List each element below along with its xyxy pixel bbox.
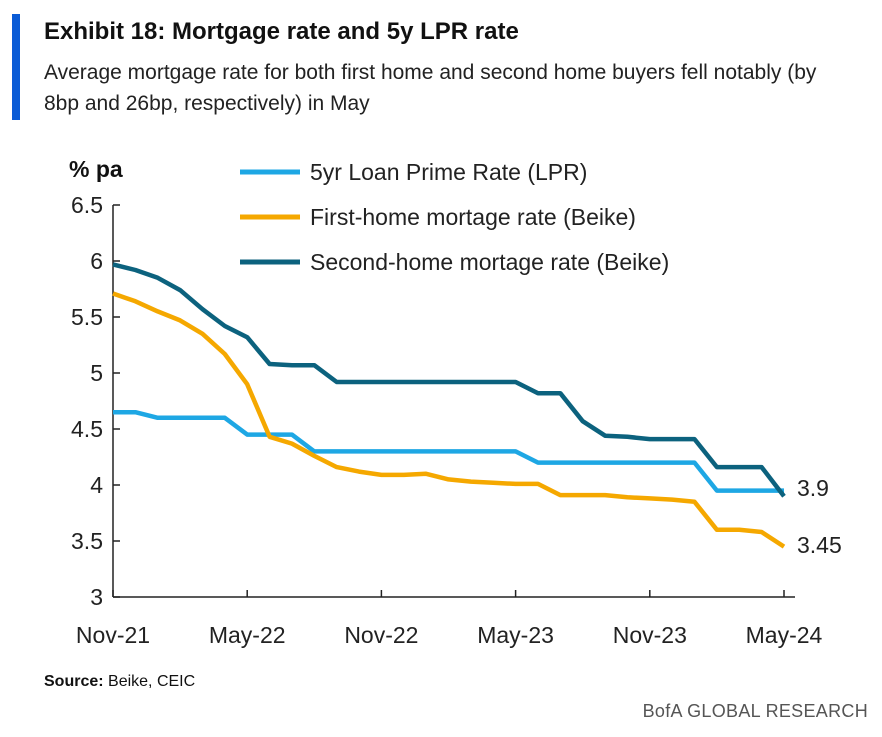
end-value-labels: 3.9 3.45 — [797, 475, 842, 558]
x-tick-label: Nov-21 — [76, 622, 150, 648]
x-tick-label: May-24 — [746, 622, 823, 648]
end-value-label: 3.45 — [797, 532, 842, 558]
y-tick-label: 5.5 — [71, 304, 103, 330]
series-line-3 — [112, 262, 786, 498]
y-axis-ticks: 3 3.5 4 4.5 5 5.5 6 6.5 — [71, 192, 120, 610]
y-tick-label: 5 — [90, 360, 103, 386]
brand-footer: BofA GLOBAL RESEARCH — [642, 701, 868, 721]
x-tick-label: Nov-23 — [613, 622, 687, 648]
y-tick-label: 4.5 — [71, 416, 103, 442]
end-value-label: 3.9 — [797, 475, 829, 501]
exhibit-title: Exhibit 18: Mortgage rate and 5y LPR rat… — [44, 18, 519, 45]
y-tick-label: 3 — [90, 584, 103, 610]
source-note: Source: Beike, CEIC — [44, 673, 195, 691]
y-tick-label: 6 — [90, 248, 103, 274]
series-line-1 — [113, 409, 784, 493]
x-axis-ticks: Nov-21 May-22 Nov-22 May-23 Nov-23 May-24 — [76, 590, 823, 648]
series-lines — [112, 262, 786, 549]
series-line-2 — [112, 291, 786, 549]
chart-legend: 5yr Loan Prime Rate (LPR) First-home mort… — [240, 159, 669, 275]
y-tick-label: 3.5 — [71, 528, 103, 554]
exhibit-subtitle: Average mortgage rate for both first hom… — [44, 61, 817, 115]
source-label: Source: — [44, 673, 104, 690]
x-tick-label: May-23 — [477, 622, 554, 648]
legend-label: 5yr Loan Prime Rate (LPR) — [310, 159, 587, 185]
source-text: Beike, CEIC — [103, 673, 196, 690]
y-tick-label: 4 — [90, 472, 103, 498]
legend-label: Second-home mortage rate (Beike) — [310, 249, 669, 275]
y-axis-label: % pa — [69, 156, 123, 182]
exhibit-accent-bar — [12, 14, 20, 120]
y-tick-label: 6.5 — [71, 192, 103, 218]
x-tick-label: Nov-22 — [344, 622, 418, 648]
legend-label: First-home mortage rate (Beike) — [310, 204, 636, 230]
x-tick-label: May-22 — [209, 622, 286, 648]
